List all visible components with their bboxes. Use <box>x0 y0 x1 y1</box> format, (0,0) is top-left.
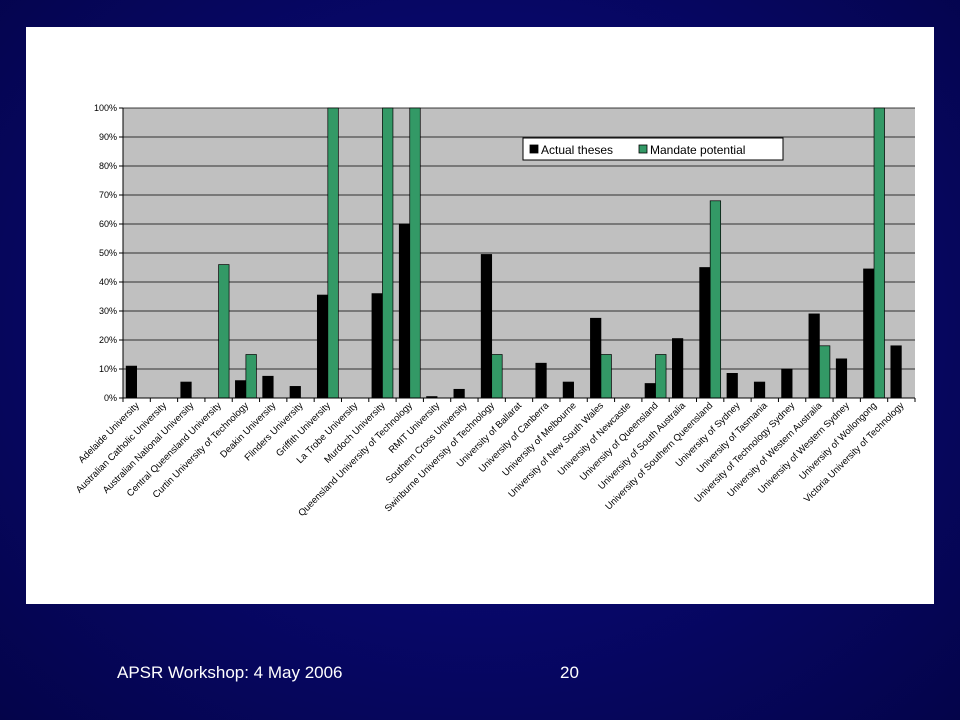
x-category-label: Victoria University of Technology <box>802 400 907 505</box>
bar-mandate-potential <box>819 345 831 399</box>
y-tick-label: 90% <box>99 132 117 142</box>
bar-actual-theses <box>562 381 574 399</box>
bar-actual-theses <box>180 381 192 399</box>
y-tick-label: 40% <box>99 277 117 287</box>
legend-box <box>522 137 784 161</box>
y-tick-label: 30% <box>99 306 117 316</box>
bar-mandate-potential <box>382 107 394 399</box>
bar-chart: 0%10%20%30%40%50%60%70%80%90%100%Adelaid… <box>74 103 916 519</box>
y-tick-label: 70% <box>99 190 117 200</box>
y-tick-label: 50% <box>99 248 117 258</box>
bar-mandate-potential <box>491 354 503 399</box>
bar-mandate-potential <box>327 107 339 399</box>
x-category-label: University of Technology Sydney <box>692 400 797 505</box>
bar-mandate-potential <box>245 354 257 399</box>
y-tick-label: 60% <box>99 219 117 229</box>
bar-mandate-potential <box>409 107 421 399</box>
bar-actual-theses <box>835 358 848 399</box>
y-tick-label: 20% <box>99 335 117 345</box>
bar-actual-theses <box>753 381 766 399</box>
bar-actual-theses <box>125 365 138 399</box>
bar-mandate-potential <box>655 354 667 399</box>
bar-actual-theses <box>890 345 902 399</box>
y-tick-label: 0% <box>104 393 117 403</box>
bar-actual-theses <box>863 268 875 399</box>
bar-actual-theses <box>726 373 738 399</box>
bar-actual-theses <box>235 380 247 399</box>
chart-panel: 0% 10% 20% 30% 40% 50% 60% 70% 80% 90% 100% Adelaid… <box>26 27 934 604</box>
bar-mandate-potential <box>873 107 885 399</box>
bar-actual-theses <box>480 254 493 399</box>
plot-area <box>123 107 915 398</box>
bar-actual-theses <box>699 267 711 399</box>
bar-actual-theses <box>535 362 547 399</box>
y-tick-label: 80% <box>99 161 117 171</box>
footer-workshop-label: APSR Workshop: 4 May 2006 <box>117 663 343 682</box>
bar-actual-theses <box>262 375 274 399</box>
bar-actual-theses <box>398 223 411 399</box>
legend-label-actual: Actual theses <box>541 143 613 157</box>
legend-swatch-mandate <box>638 144 648 154</box>
bar-actual-theses <box>289 386 301 399</box>
bar-actual-theses <box>808 313 820 399</box>
bar-mandate-potential <box>709 200 722 399</box>
y-tick-label: 10% <box>99 364 117 374</box>
bar-actual-theses <box>371 293 383 399</box>
slide-number: 20 <box>560 663 579 682</box>
bar-mandate-potential <box>218 264 230 399</box>
bar-actual-theses <box>453 388 465 399</box>
bar-actual-theses <box>644 383 656 399</box>
legend: Actual theses Mandate potential <box>522 137 784 161</box>
bar-actual-theses <box>781 368 793 399</box>
bar-actual-theses <box>590 317 602 399</box>
y-tick-label: 100% <box>94 103 117 113</box>
bar-actual-theses <box>672 338 684 399</box>
legend-swatch-actual <box>529 144 539 154</box>
bar-actual-theses <box>316 294 329 399</box>
legend-label-mandate: Mandate potential <box>650 143 745 157</box>
bar-mandate-potential <box>600 354 612 399</box>
